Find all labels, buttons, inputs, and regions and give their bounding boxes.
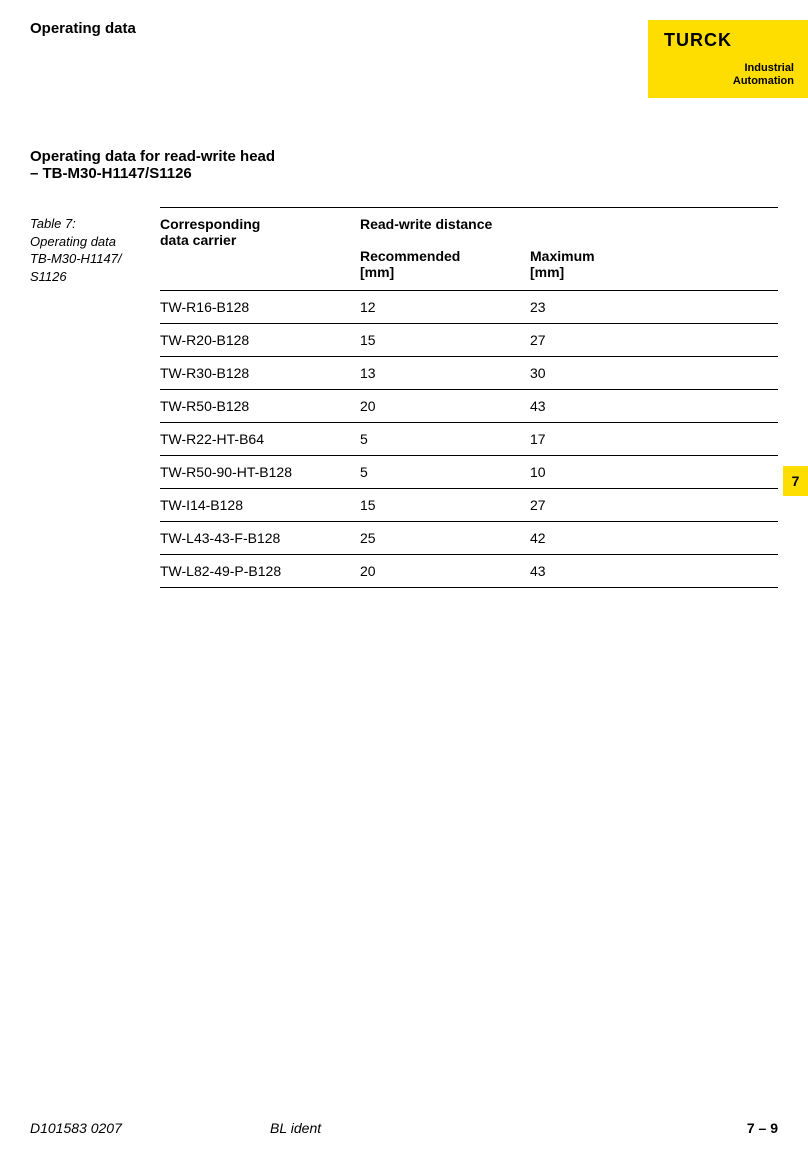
- page-header: Operating data TURCK Industrial Automati…: [0, 0, 808, 98]
- table-row: TW-R50-B128 20 43: [160, 390, 778, 423]
- th-recommended: Recommended [mm]: [360, 240, 530, 291]
- logo-tagline: Industrial Automation: [733, 62, 796, 88]
- cell-max: 17: [530, 423, 778, 456]
- section-heading: Operating data for read-write head – TB-…: [0, 98, 808, 182]
- table-row: TW-R30-B128 13 30: [160, 357, 778, 390]
- cell-rec: 12: [360, 291, 530, 324]
- table-row: TW-I14-B128 15 27: [160, 489, 778, 522]
- content-area: Table 7: Operating data TB-M30-H1147/ S1…: [0, 182, 808, 588]
- cell-rec: 5: [360, 456, 530, 489]
- cell-max: 42: [530, 522, 778, 555]
- cell-carrier: TW-R50-90-HT-B128: [160, 456, 360, 489]
- cell-max: 27: [530, 324, 778, 357]
- cell-max: 10: [530, 456, 778, 489]
- page-footer: D101583 0207 BL ident 7 – 9: [30, 1120, 778, 1136]
- cell-carrier: TW-R50-B128: [160, 390, 360, 423]
- cell-max: 27: [530, 489, 778, 522]
- cell-carrier: TW-L43-43-F-B128: [160, 522, 360, 555]
- footer-doc-name: BL ident: [270, 1120, 321, 1136]
- chapter-tab: 7: [783, 466, 808, 496]
- operating-data-table: Corresponding data carrier Read-write di…: [160, 207, 778, 588]
- cell-rec: 20: [360, 390, 530, 423]
- table-caption-label: Table 7:: [30, 216, 76, 231]
- th-distance-group: Read-write distance: [360, 208, 778, 241]
- table-body: TW-R16-B128 12 23 TW-R20-B128 15 27 TW-R…: [160, 291, 778, 588]
- table-row: TW-R22-HT-B64 5 17: [160, 423, 778, 456]
- table-caption-desc2: TB-M30-H1147/: [30, 251, 122, 266]
- table-row: TW-R20-B128 15 27: [160, 324, 778, 357]
- footer-doc-id: D101583 0207: [30, 1120, 122, 1136]
- cell-rec: 15: [360, 489, 530, 522]
- brand-logo: TURCK Industrial Automation: [648, 20, 808, 98]
- cell-rec: 25: [360, 522, 530, 555]
- page-title: Operating data: [30, 20, 136, 37]
- footer-page-number: 7 – 9: [747, 1120, 778, 1136]
- cell-rec: 5: [360, 423, 530, 456]
- th-maximum: Maximum [mm]: [530, 240, 778, 291]
- cell-max: 23: [530, 291, 778, 324]
- cell-max: 30: [530, 357, 778, 390]
- table-row: TW-L43-43-F-B128 25 42: [160, 522, 778, 555]
- logo-brand-text: TURCK: [660, 30, 732, 51]
- cell-carrier: TW-R30-B128: [160, 357, 360, 390]
- logo-tagline-line2: Automation: [733, 75, 794, 87]
- table-row: TW-R16-B128 12 23: [160, 291, 778, 324]
- cell-carrier: TW-R20-B128: [160, 324, 360, 357]
- cell-rec: 15: [360, 324, 530, 357]
- cell-carrier: TW-R16-B128: [160, 291, 360, 324]
- table-caption-desc1: Operating data: [30, 234, 116, 249]
- table-caption-desc3: S1126: [30, 269, 67, 284]
- section-heading-line1: Operating data for read-write head: [30, 148, 778, 165]
- table-row: TW-L82-49-P-B128 20 43: [160, 555, 778, 588]
- logo-tagline-line1: Industrial: [744, 62, 794, 74]
- th-carrier: Corresponding data carrier: [160, 208, 360, 291]
- cell-max: 43: [530, 555, 778, 588]
- cell-carrier: TW-I14-B128: [160, 489, 360, 522]
- cell-rec: 13: [360, 357, 530, 390]
- cell-max: 43: [530, 390, 778, 423]
- section-heading-line2: – TB-M30-H1147/S1126: [30, 165, 778, 182]
- cell-rec: 20: [360, 555, 530, 588]
- table-row: TW-R50-90-HT-B128 5 10: [160, 456, 778, 489]
- cell-carrier: TW-R22-HT-B64: [160, 423, 360, 456]
- cell-carrier: TW-L82-49-P-B128: [160, 555, 360, 588]
- table-caption: Table 7: Operating data TB-M30-H1147/ S1…: [30, 207, 160, 588]
